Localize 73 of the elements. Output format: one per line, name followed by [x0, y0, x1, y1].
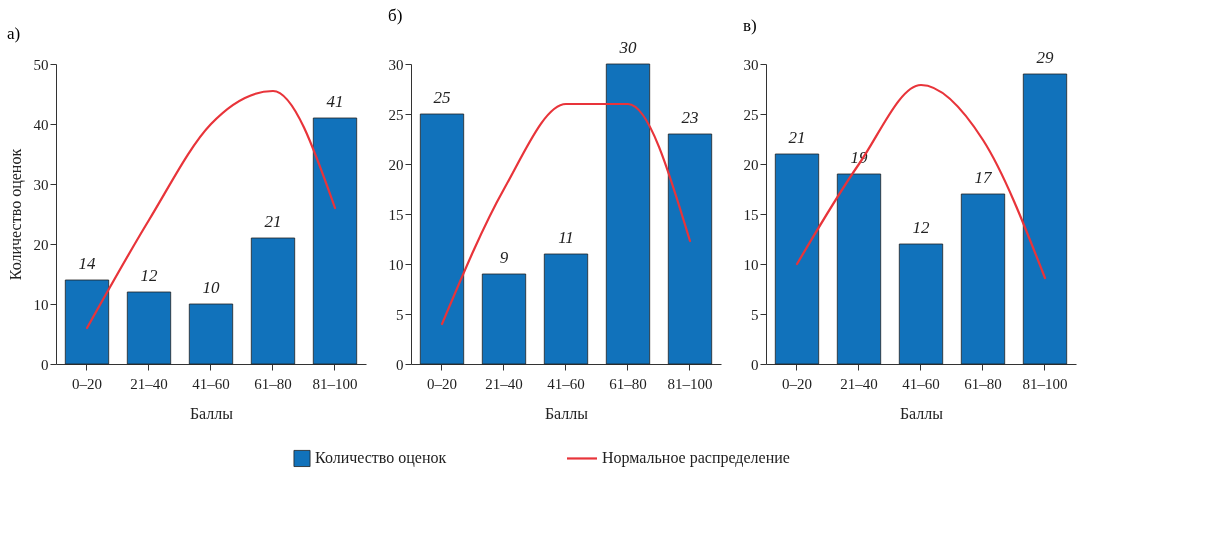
- bar: [960, 193, 1006, 365]
- x-tick-label: 41–60: [902, 375, 940, 392]
- data-label: 23: [681, 108, 699, 127]
- data-label: 10: [202, 278, 220, 297]
- x-tick-label: 81–100: [1022, 375, 1068, 392]
- y-tick-label: 30: [388, 56, 404, 73]
- bar: [126, 291, 172, 365]
- y-tick-label: 15: [388, 206, 404, 223]
- x-tick-label: 81–100: [312, 375, 358, 392]
- chart-title: в): [743, 16, 757, 35]
- y-tick-label: 20: [388, 156, 404, 173]
- y-tick-label: 0: [396, 356, 404, 373]
- bar: [836, 173, 882, 365]
- y-tick-label: 20: [33, 236, 49, 253]
- x-axis-title: Баллы: [544, 404, 589, 422]
- x-axis-title: Баллы: [189, 404, 234, 422]
- y-tick-label: 5: [396, 306, 404, 323]
- data-label: 29: [1036, 48, 1054, 67]
- y-tick-label: 5: [751, 306, 759, 323]
- x-tick-label: 21–40: [130, 375, 168, 392]
- chart-title: а): [7, 24, 21, 43]
- x-tick-label: 81–100: [667, 375, 713, 392]
- y-tick-label: 30: [743, 56, 759, 73]
- x-tick-label: 61–80: [254, 375, 292, 392]
- x-tick-label: 41–60: [192, 375, 230, 392]
- bar: [898, 243, 944, 365]
- y-tick-label: 40: [33, 116, 49, 133]
- bar: [419, 113, 465, 365]
- y-tick-label: 0: [41, 356, 49, 373]
- x-tick-label: 61–80: [964, 375, 1002, 392]
- x-tick-label: 0–20: [427, 375, 457, 392]
- x-tick-label: 21–40: [485, 375, 523, 392]
- data-label: 25: [433, 88, 451, 107]
- chart-title: б): [388, 6, 403, 25]
- legend-label: Нормальное распределение: [602, 449, 790, 468]
- x-axis-title: Баллы: [899, 404, 944, 422]
- bar: [188, 303, 234, 365]
- bar: [667, 133, 713, 365]
- bar: [250, 237, 296, 365]
- bar: [543, 253, 589, 365]
- y-tick-label: 0: [751, 356, 759, 373]
- y-tick-label: 10: [388, 256, 404, 273]
- x-tick-label: 61–80: [609, 375, 647, 392]
- data-label: 17: [974, 168, 993, 187]
- bar: [481, 273, 527, 365]
- bar: [64, 279, 110, 365]
- bar: [605, 63, 651, 365]
- x-tick-label: 21–40: [840, 375, 878, 392]
- x-tick-label: 0–20: [72, 375, 102, 392]
- legend-label: Количество оценок: [315, 449, 447, 468]
- data-label: 14: [78, 254, 96, 273]
- bar: [312, 117, 358, 365]
- y-tick-label: 50: [33, 56, 49, 73]
- y-axis-title: Количество оценок: [6, 148, 25, 281]
- data-label: 41: [326, 92, 344, 111]
- bar: [1022, 73, 1068, 365]
- data-label: 12: [140, 266, 158, 285]
- data-label: 12: [912, 218, 930, 237]
- data-label: 21: [264, 212, 282, 231]
- y-tick-label: 25: [743, 106, 759, 123]
- y-tick-label: 10: [33, 296, 49, 313]
- x-tick-label: 0–20: [782, 375, 812, 392]
- y-tick-label: 25: [388, 106, 404, 123]
- data-label: 30: [618, 38, 637, 57]
- y-tick-label: 30: [33, 176, 49, 193]
- data-label: 11: [558, 228, 574, 247]
- data-label: 21: [788, 128, 806, 147]
- y-tick-label: 20: [743, 156, 759, 173]
- x-tick-label: 41–60: [547, 375, 585, 392]
- y-tick-label: 15: [743, 206, 759, 223]
- data-label: 9: [499, 248, 509, 267]
- y-tick-label: 10: [743, 256, 759, 273]
- bar: [774, 153, 820, 365]
